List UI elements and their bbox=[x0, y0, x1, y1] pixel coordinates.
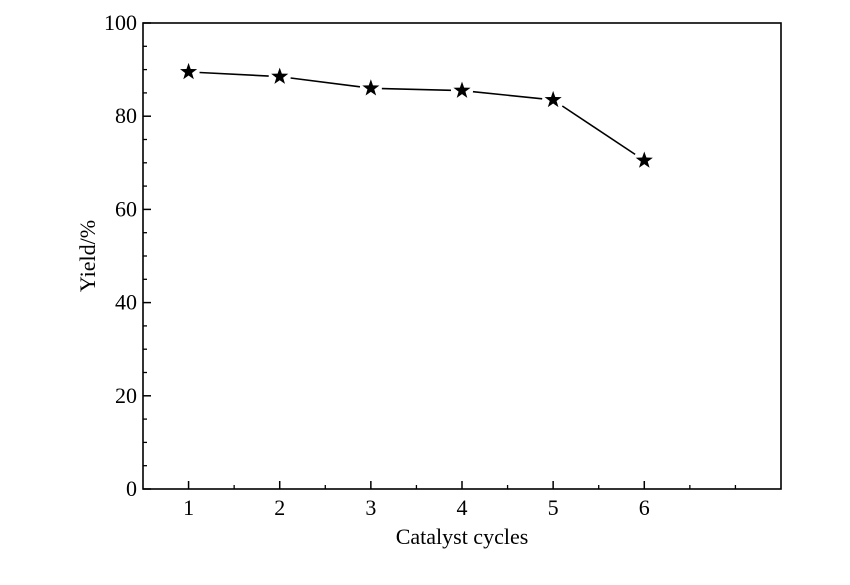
y-tick-label: 80 bbox=[115, 103, 137, 128]
data-point-star bbox=[453, 81, 471, 98]
x-tick-label: 3 bbox=[365, 495, 376, 520]
y-tick-label: 20 bbox=[115, 383, 137, 408]
y-axis-title: Yield/% bbox=[75, 220, 100, 292]
data-point-star bbox=[362, 79, 380, 96]
x-tick-label: 4 bbox=[457, 495, 468, 520]
axis-ticks bbox=[143, 22, 737, 490]
y-tick-label: 60 bbox=[115, 196, 137, 221]
data-point-star bbox=[635, 151, 653, 168]
series-line-segment bbox=[561, 105, 636, 156]
data-point-star bbox=[544, 90, 562, 108]
axis-tick-labels: 0 20 40 60 80 100 1 2 3 4 5 6 bbox=[104, 10, 650, 520]
x-tick-label: 5 bbox=[548, 495, 559, 520]
data-point-star bbox=[180, 62, 198, 80]
data-point-star bbox=[271, 67, 289, 84]
series-line-segment bbox=[290, 77, 361, 88]
series-group bbox=[180, 62, 653, 168]
y-tick-label: 40 bbox=[115, 290, 137, 315]
y-tick-label: 100 bbox=[104, 10, 137, 35]
x-tick-label: 1 bbox=[183, 495, 194, 520]
series-line-segment bbox=[381, 87, 452, 92]
series-line-segment bbox=[472, 90, 543, 100]
series-line-segment bbox=[199, 71, 269, 77]
x-axis-title: Catalyst cycles bbox=[396, 524, 529, 549]
x-tick-label: 6 bbox=[639, 495, 650, 520]
y-tick-label: 0 bbox=[126, 476, 137, 501]
series-layer bbox=[180, 62, 653, 168]
x-tick-label: 2 bbox=[274, 495, 285, 520]
